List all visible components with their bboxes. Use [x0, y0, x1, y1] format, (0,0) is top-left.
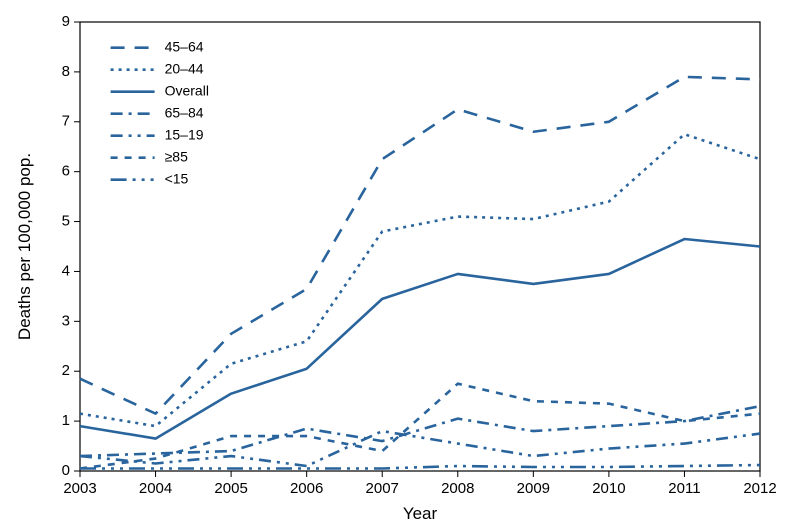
y-tick-label: 1 [62, 412, 70, 429]
y-tick-label: 2 [62, 362, 70, 379]
legend-label-20-44: 20–44 [165, 60, 204, 76]
x-tick-label: 2009 [517, 480, 550, 497]
legend-label-ge85: ≥85 [165, 148, 188, 164]
y-tick-label: 7 [62, 113, 70, 130]
x-tick-label: 2005 [214, 480, 247, 497]
x-tick-label: 2012 [743, 480, 776, 497]
y-tick-label: 3 [62, 312, 70, 329]
x-tick-label: 2004 [139, 480, 172, 497]
y-tick-label: 8 [62, 63, 70, 80]
x-tick-label: 2003 [63, 480, 96, 497]
x-tick-label: 2006 [290, 480, 323, 497]
legend-label-45-64: 45–64 [165, 38, 204, 54]
y-axis-title: Deaths per 100,000 pop. [15, 153, 34, 340]
y-tick-label: 0 [62, 462, 70, 479]
x-tick-label: 2008 [441, 480, 474, 497]
line-chart: 0 1 2 3 4 5 6 7 8 9 2003 2004 2005 2006 2007 2008 2009 20… [0, 0, 790, 531]
y-tick-label: 6 [62, 163, 70, 180]
x-tick-label: 2007 [366, 480, 399, 497]
y-tick-label: 9 [62, 13, 70, 30]
y-tick-label: 4 [62, 262, 70, 279]
legend-label-65-84: 65–84 [165, 104, 204, 120]
x-axis-title: Year [403, 504, 438, 523]
legend-label-lt15: <15 [165, 170, 189, 186]
x-tick-label: 2011 [668, 480, 700, 497]
y-tick-label: 5 [62, 213, 70, 230]
legend-label-overall: Overall [165, 82, 209, 98]
x-tick-label: 2010 [592, 480, 625, 497]
legend-label-15-19: 15–19 [165, 126, 204, 142]
